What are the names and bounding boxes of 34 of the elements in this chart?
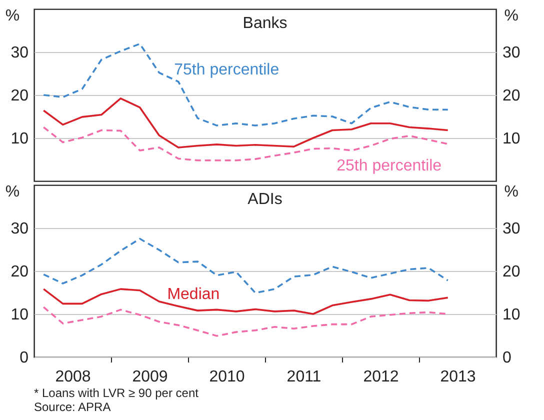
y-tick-label: 20	[10, 264, 29, 280]
x-tick-label: 2012	[363, 368, 399, 386]
series-label: 25th percentile	[336, 158, 442, 175]
y2-tick-label: 20	[502, 264, 520, 280]
y-tick-label: 0	[20, 350, 29, 366]
y2-tick-label: 20	[502, 88, 520, 104]
y2-axis-title: %	[504, 8, 518, 24]
y2-tick-label: 30	[502, 220, 520, 238]
text: * Loans with LVR ≥ 90 per cent	[34, 386, 200, 400]
x-tick-label: 2008	[55, 368, 91, 386]
series-label: Median	[167, 286, 220, 303]
y2-tick-label: 10	[502, 130, 520, 148]
y2-axis-title: %	[504, 184, 518, 200]
chart-title: Banks	[242, 15, 288, 32]
y2-tick-label: 10	[502, 306, 520, 324]
y-tick-label: 20	[10, 88, 29, 104]
y-tick-label: 10	[10, 306, 29, 324]
chart-title: ADIs	[248, 191, 282, 208]
source-note: Source: APRA	[34, 400, 111, 414]
y2-tick-label: 30	[502, 44, 520, 62]
line-series	[42, 98, 449, 148]
series-label: 75th percentile	[174, 62, 280, 79]
x-tick-label: 2010	[209, 368, 245, 386]
x-tick-label: 2011	[286, 368, 322, 386]
y2-tick-label: 0	[502, 350, 512, 366]
y-tick-label: 30	[10, 220, 29, 238]
y-tick-label: 30	[10, 44, 29, 62]
line-series	[42, 42, 449, 126]
y-axis-title: %	[5, 8, 20, 24]
x-tick-label: 2009	[132, 368, 168, 386]
line-series	[42, 288, 449, 315]
y-axis-title: %	[5, 184, 20, 200]
x-tick-label: 2013	[440, 368, 476, 386]
y-tick-label: 10	[10, 130, 29, 148]
